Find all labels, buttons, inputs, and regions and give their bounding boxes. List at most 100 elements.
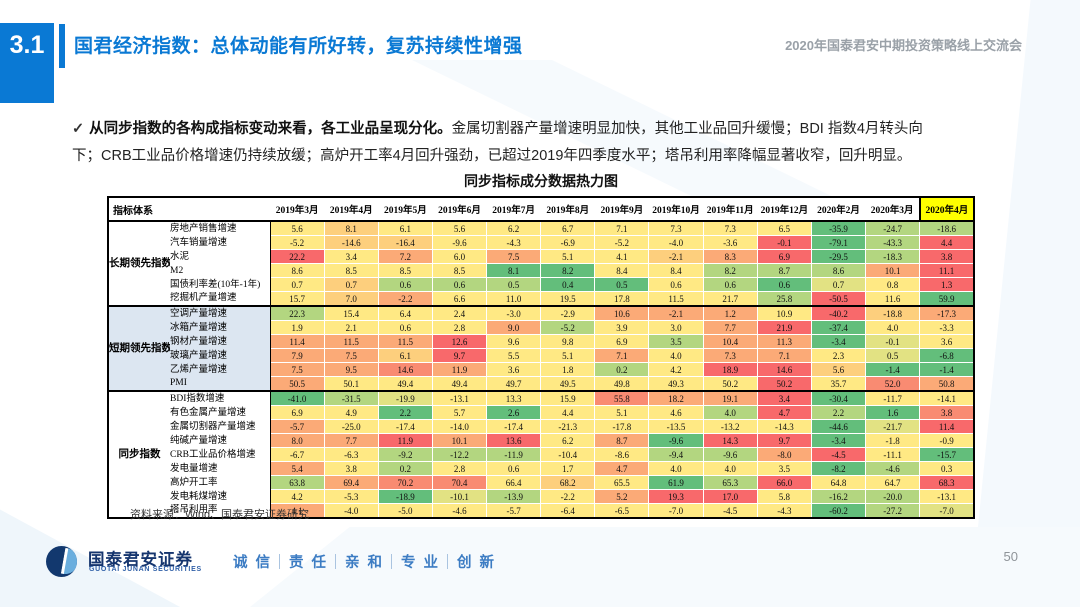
heat-cell: -31.5 <box>324 390 379 406</box>
heat-cell: 5.6 <box>811 362 867 377</box>
heat-cell: 11.4 <box>919 419 975 434</box>
heat-cell: 68.3 <box>919 475 975 490</box>
heat-cell: 8.7 <box>594 433 650 448</box>
column-header: 2019年5月 <box>378 197 433 221</box>
heat-cell: -0.9 <box>919 433 975 448</box>
heat-cell: 9.7 <box>432 348 488 363</box>
background-shape <box>970 0 1080 607</box>
heat-cell: 14.3 <box>703 433 758 448</box>
column-header: 2019年10月 <box>648 197 704 221</box>
heat-cell: -50.5 <box>811 291 867 307</box>
heat-cell: 8.6 <box>811 263 867 278</box>
heat-cell: 0.6 <box>703 277 758 292</box>
heat-cell: -11.1 <box>865 447 921 462</box>
heat-cell: 11.5 <box>378 334 433 349</box>
heat-cell: -15.7 <box>919 447 975 462</box>
heat-cell: 1.8 <box>540 362 596 377</box>
table-row: 玻璃产量增速 7.9 7.5 6.1 9.7 5.5 5.1 7.1 4.0 7.3 7.1 2.3 0… <box>108 348 975 363</box>
heat-cell: -6.4 <box>540 503 596 519</box>
column-header: 2020年4月 <box>918 196 976 222</box>
heat-cell: 6.0 <box>432 249 488 264</box>
table-row: 高炉开工率 63.8 69.4 70.2 70.4 66.4 68.2 65.5 61.9 65.… <box>108 475 975 490</box>
heat-cell: 7.2 <box>378 249 433 264</box>
heat-cell: 7.1 <box>757 348 812 363</box>
table-row: 同步指数 BDI指数增速 -41.0 -31.5 -19.9 -13.1 13.3 15.9 5… <box>108 390 975 518</box>
heatmap-head: 指标体系 2019年3月 2019年4月 2019年5月 2019年6月 2019年7月 2… <box>108 196 976 222</box>
heat-cell: 10.6 <box>594 305 650 321</box>
heat-cell: 3.8 <box>324 461 379 476</box>
title-accent-bar <box>59 24 65 68</box>
heat-cell: 5.7 <box>432 405 488 420</box>
column-header: 2020年3月 <box>865 197 920 221</box>
heat-cell: 4.0 <box>648 348 704 363</box>
heat-cell: 61.9 <box>648 475 704 490</box>
heat-cell: 4.9 <box>324 405 379 420</box>
heat-cell: 4.7 <box>594 461 650 476</box>
heat-cell: 6.1 <box>378 348 433 363</box>
heat-cell: 0.6 <box>486 461 542 476</box>
heat-cell: 8.5 <box>432 263 488 278</box>
heat-cell: -17.4 <box>378 419 433 434</box>
heat-cell: -4.3 <box>486 235 542 250</box>
checkmark-icon: ✓ <box>72 120 85 137</box>
bullet-text: 金属切割器产量增速明显加快，其他工业品回升缓慢；BDI 指数4月转头向下；CRB… <box>72 120 923 164</box>
heat-cell: 14.6 <box>757 362 812 377</box>
heat-cell: -27.2 <box>865 503 921 519</box>
heat-cell: 8.5 <box>324 263 379 278</box>
heat-cell: -9.2 <box>378 447 433 462</box>
heat-cell: -43.3 <box>865 235 921 250</box>
heat-cell: -3.0 <box>486 305 542 321</box>
heat-cell: -16.4 <box>378 235 433 250</box>
group-label: 长期领先指数指标 <box>108 221 170 306</box>
heat-cell: 0.6 <box>648 277 704 292</box>
table-row: 金属切割器产量增速 -5.7 -25.0 -17.4 -14.0 -17.4 -21.3 -1… <box>108 419 975 434</box>
heat-cell: -6.9 <box>540 235 596 250</box>
indicator-name: 钢材产量增速 <box>170 334 271 349</box>
column-header: 2019年8月 <box>540 197 595 221</box>
heat-cell: -1.8 <box>865 433 921 448</box>
heat-cell: -8.0 <box>757 447 812 462</box>
heat-cell: -5.2 <box>270 235 325 250</box>
heat-cell: -4.6 <box>865 461 921 476</box>
indicator-name: CRB工业品价格增速 <box>170 447 271 462</box>
heat-cell: 6.9 <box>757 249 812 264</box>
heat-cell: 2.8 <box>432 320 488 335</box>
heat-cell: -30.4 <box>811 390 867 406</box>
indicator-name: 挖掘机产量增速 <box>170 291 271 306</box>
column-header: 2019年3月 <box>270 197 325 221</box>
table-row: 有色金属产量增速 6.9 4.9 2.2 5.7 2.6 4.4 5.1 4.6 4.0 4.7 2.… <box>108 405 975 420</box>
heat-cell: -4.6 <box>432 503 488 519</box>
heat-cell: -10.4 <box>540 447 596 462</box>
heat-cell: 3.9 <box>594 320 650 335</box>
indicator-name: 玻璃产量增速 <box>170 348 271 363</box>
heat-cell: -21.3 <box>540 419 596 434</box>
heat-cell: 25.8 <box>757 291 812 307</box>
heat-cell: 11.3 <box>757 334 812 349</box>
column-header: 2019年9月 <box>594 197 649 221</box>
heat-cell: -5.2 <box>540 320 596 335</box>
slogan-divider <box>447 554 448 569</box>
heat-cell: 70.4 <box>432 475 488 490</box>
heat-cell: 35.7 <box>811 376 867 392</box>
heat-cell: 4.0 <box>865 320 921 335</box>
heat-cell: 0.8 <box>865 277 921 292</box>
heat-cell: 4.4 <box>540 405 596 420</box>
heat-cell: 12.6 <box>432 334 488 349</box>
indicator-name: 高炉开工率 <box>170 475 271 490</box>
heat-cell: -3.6 <box>703 235 758 250</box>
heat-cell: 1.3 <box>919 277 975 292</box>
company-logo-icon <box>46 546 77 577</box>
heat-cell: -24.7 <box>865 221 921 236</box>
indicator-name: 塔吊利用率 <box>170 503 271 518</box>
heatmap-title: 同步指标成分数据热力图 <box>464 173 618 189</box>
heat-cell: 59.9 <box>919 291 975 307</box>
heat-cell: 10.1 <box>865 263 921 278</box>
heat-cell: -18.6 <box>919 221 975 236</box>
heat-cell: 2.1 <box>324 320 379 335</box>
column-header: 2019年6月 <box>432 197 487 221</box>
indicator-name: 金属切割器产量增速 <box>170 419 271 434</box>
heat-cell: 18.9 <box>703 362 758 377</box>
heat-cell: -3.4 <box>811 334 867 349</box>
heat-cell: 3.6 <box>919 334 975 349</box>
